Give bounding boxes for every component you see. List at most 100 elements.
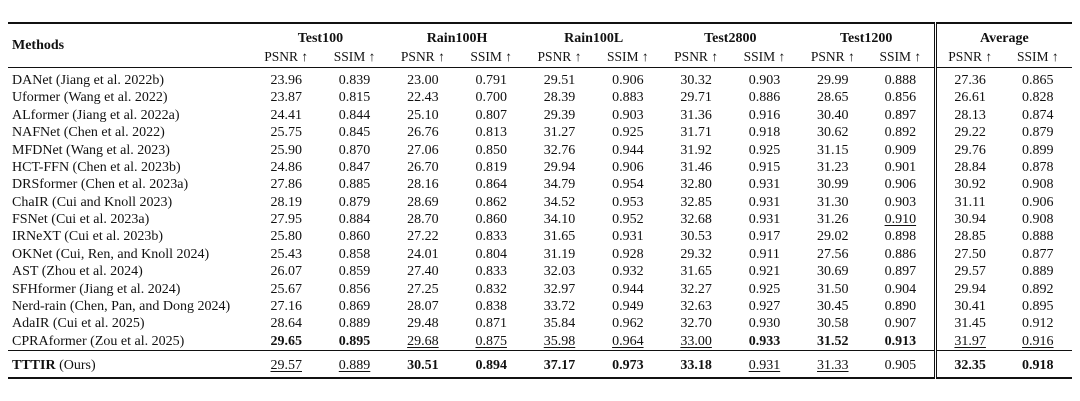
metric-cell: 0.918: [748, 125, 781, 141]
metric-cell: 27.50: [933, 245, 1004, 264]
metric-cell: 28.69: [407, 194, 439, 210]
metric-cell: 0.890: [884, 299, 917, 315]
metric-cell: 0.928: [612, 246, 644, 262]
metric-header-psnr: PSNR ↑: [400, 48, 445, 64]
metric-cell: 0.915: [748, 159, 781, 175]
metric-cell: 29.48: [407, 316, 439, 332]
metric-cell: 0.847: [338, 159, 371, 175]
metric-cell: 0.874: [1022, 107, 1054, 123]
metric-cell: 31.92: [680, 142, 712, 158]
metric-cell: 32.27: [680, 281, 712, 297]
table-row: Nerd-rain (Chen, Pan, and Dong 2024) 27.1…: [8, 297, 1072, 316]
method-name: CPRAformer (Zou et al. 2025): [12, 333, 185, 349]
metric-cell: 30.45: [817, 299, 849, 315]
metric-cell: 0.885: [338, 177, 371, 193]
metric-cell: 0.865: [1003, 66, 1072, 90]
metric-cell: 31.50: [817, 281, 849, 297]
metric-cell: 0.904: [884, 281, 917, 297]
metric-cell: 22.43: [407, 90, 439, 106]
metric-cell: 23.96: [252, 66, 321, 90]
metric-header-ssim: SSIM ↑: [606, 48, 649, 64]
metric-cell: 31.27: [543, 125, 576, 141]
ours-metric-cell: 33.18: [661, 350, 731, 380]
metric-cell: 0.944: [612, 142, 644, 158]
metric-cell: 33.72: [543, 299, 576, 315]
ours-metric-cell: 0.894: [457, 350, 526, 380]
metric-cell: 0.911: [748, 246, 780, 262]
metric-cell: 0.833: [475, 229, 507, 245]
metric-cell: 31.97: [933, 332, 1004, 351]
metric-cell: 33.00: [680, 333, 712, 349]
method-name: DANet (Jiang et al. 2022b): [8, 66, 253, 90]
method-name: AST (Zhou et al. 2024): [12, 264, 143, 280]
metric-cell: 32.76: [543, 142, 576, 158]
metric-cell: 0.906: [1022, 194, 1054, 210]
metric-header-psnr: PSNR ↑: [537, 48, 582, 64]
metric-cell: 0.819: [475, 159, 507, 175]
metric-cell: 0.895: [1022, 299, 1054, 315]
metric-cell: 0.878: [1022, 159, 1054, 175]
metric-cell: 0.931: [748, 177, 781, 193]
table-row: ChaIR (Cui and Knoll 2023) 28.19 0.879 28.6…: [8, 193, 1072, 211]
metric-cell: 27.16: [270, 299, 302, 315]
metric-cell: 0.889: [1022, 264, 1054, 280]
metric-cell: 0.844: [338, 107, 371, 123]
table-row: IRNeXT (Cui et al. 2023b) 25.80 0.860 27.22…: [8, 228, 1072, 246]
metric-cell: 0.916: [748, 107, 781, 123]
header-group-row: Methods Test100 Rain100H Rain100L Test28…: [8, 21, 1072, 68]
group-header-rain100h: Rain100H: [388, 21, 526, 48]
metric-cell: 27.22: [407, 229, 439, 245]
metric-cell: 0.888: [866, 66, 936, 90]
metric-cell: 0.839: [320, 66, 389, 90]
metric-cell: 0.700: [475, 90, 507, 106]
group-header-test2800: Test2800: [661, 21, 799, 48]
metric-cell: 0.949: [612, 299, 644, 315]
method-name: ChaIR (Cui and Knoll 2023): [12, 194, 173, 210]
metric-cell: 0.910: [884, 212, 917, 228]
metric-header-ssim: SSIM ↑: [470, 48, 512, 64]
metric-cell: 28.85: [933, 228, 1004, 246]
metric-cell: 30.58: [817, 316, 849, 332]
metric-header-ssim: SSIM ↑: [743, 48, 786, 64]
metric-cell: 28.70: [407, 212, 439, 228]
table-row: OKNet (Cui, Ren, and Knoll 2024) 25.43 0.8…: [8, 245, 1072, 264]
metric-cell: 32.70: [680, 316, 712, 332]
metric-cell: 0.828: [1022, 90, 1054, 106]
metric-cell: 30.92: [933, 176, 1004, 194]
metric-cell: 27.36: [933, 66, 1004, 90]
metric-cell: 0.860: [338, 229, 371, 245]
table-row: ALformer (Jiang et al. 2022a) 24.41 0.844 2…: [8, 106, 1072, 124]
metric-cell: 30.41: [933, 297, 1004, 316]
metric-cell: 0.903: [612, 107, 644, 123]
metric-cell: 0.952: [612, 212, 644, 228]
metric-cell: 0.925: [748, 142, 781, 158]
ours-metric-cell: 0.918: [1003, 350, 1072, 380]
method-name: MFDNet (Wang et al. 2023): [12, 142, 170, 158]
metric-cell: 0.964: [612, 333, 644, 349]
metric-cell: 0.925: [612, 125, 644, 141]
metric-cell: 0.932: [612, 264, 644, 280]
metric-cell: 31.52: [817, 333, 849, 349]
metric-cell: 0.791: [457, 66, 526, 90]
metric-cell: 29.02: [817, 229, 849, 245]
metric-header-psnr: PSNR ↑: [264, 48, 309, 64]
metric-cell: 27.25: [407, 281, 439, 297]
metric-cell: 0.875: [475, 333, 507, 349]
metric-cell: 29.68: [407, 333, 439, 349]
metric-cell: 0.888: [1022, 229, 1054, 245]
metric-cell: 34.10: [543, 212, 576, 228]
metric-cell: 25.43: [270, 246, 302, 262]
metric-cell: 0.895: [338, 333, 371, 349]
metric-cell: 28.16: [407, 177, 439, 193]
metric-cell: 30.69: [817, 264, 849, 280]
method-name: AdaIR (Cui et al. 2025): [12, 316, 145, 332]
metric-cell: 0.898: [884, 229, 917, 245]
metric-cell: 0.931: [748, 194, 781, 210]
ours-row: TTTIR (Ours) 29.57 0.889 30.51 0.894 37.17 0.9…: [8, 350, 1072, 380]
metric-cell: 0.906: [612, 159, 644, 175]
metric-cell: 30.32: [661, 66, 731, 90]
metric-cell: 32.68: [680, 212, 712, 228]
metric-cell: 0.954: [612, 177, 644, 193]
group-header-rain100l: Rain100L: [525, 21, 662, 48]
metric-cell: 0.906: [884, 177, 917, 193]
